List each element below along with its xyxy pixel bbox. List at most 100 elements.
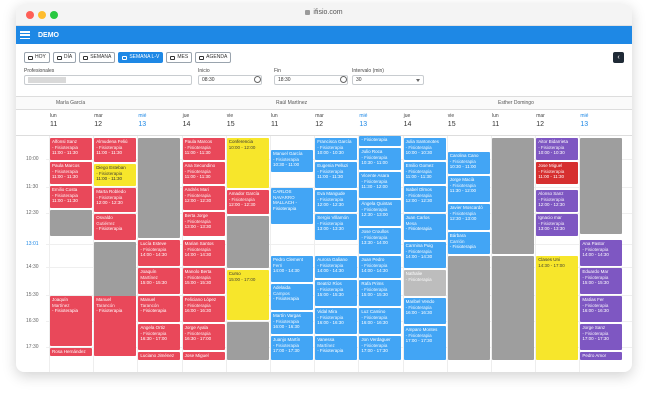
appointment-event[interactable]: Juanjo Martín - Fisioterapia 17:00 - 17:30 <box>271 336 313 360</box>
appointment-event[interactable]: Clases Uni 14:30 - 17:00 <box>536 256 579 360</box>
appointment-event[interactable]: Adelaida Campos - Fisioterapia <box>271 284 313 310</box>
appointment-event[interactable]: Ana Pastor - Fisioterapia 14:00 - 14:30 <box>580 240 623 266</box>
appointment-event[interactable]: Manuel Tarancón - Fisioterapia <box>94 296 137 356</box>
month-view-button[interactable]: MES <box>166 52 193 63</box>
previous-week-button[interactable]: ‹ <box>613 52 624 63</box>
appointment-event[interactable]: Jose Croullos - Fisioterapia 13:30 - 14:00 <box>359 228 402 254</box>
appointment-event[interactable]: Almudena Feliú - Fisioterapia 11:00 - 11:3… <box>94 138 137 162</box>
appointment-event[interactable]: Julio Roca - Fisioterapia 10:30 - 11:00 <box>359 148 402 170</box>
agenda-view-button[interactable]: AGENDA <box>195 52 232 63</box>
day-header[interactable]: jue 14 <box>404 113 448 128</box>
minimize-window-icon[interactable] <box>38 11 46 19</box>
appointment-event[interactable]: Conferencia 10:00 - 12:00 <box>226 138 269 188</box>
blocked-slot[interactable] <box>580 138 623 234</box>
day-column[interactable] <box>270 136 314 372</box>
close-window-icon[interactable] <box>26 11 34 19</box>
appointment-event[interactable]: Feliciano López - Fisioterapia 16:00 - 16:… <box>182 296 225 322</box>
appointment-event[interactable]: Paula Marcos - Fisioterapia 11:00 - 11:30 <box>182 138 225 160</box>
interval-select[interactable]: 30 <box>352 75 424 85</box>
day-header[interactable]: vie 15 <box>227 113 271 128</box>
appointment-event[interactable]: Joaquín Martínez - Fisioterapia <box>50 296 92 346</box>
day-header[interactable]: mié 13 <box>580 113 624 128</box>
appointment-event[interactable]: Ángela Quintas - Fisioterapia 12:30 - 13:0… <box>359 200 402 226</box>
appointment-event[interactable]: Carolina Cano - Fisioterapia 10:30 - 11:00 <box>447 152 490 174</box>
appointment-event[interactable]: Nathalie - Fisioterapia <box>403 270 446 296</box>
clock-icon[interactable] <box>254 76 261 83</box>
appointment-event[interactable]: - Fisioterapia <box>359 136 402 146</box>
appointment-event[interactable]: Isabel Olmos - Fisioterapia 12:00 - 12:30 <box>403 186 446 212</box>
day-column[interactable] <box>535 136 579 372</box>
appointment-event[interactable]: Martín Vargas - Fisioterapia 16:00 - 16:30 <box>271 312 313 334</box>
appointment-event[interactable]: Ignacio mar - Fisioterapia 13:00 - 13:30 <box>536 214 579 236</box>
appointment-event[interactable]: Sergio Villamón - Fisioterapia 13:00 - 13:… <box>315 214 358 240</box>
appointment-event[interactable]: Eva Mangude - Fisioterapia 12:00 - 12:30 <box>315 190 358 212</box>
day-view-button[interactable]: DÍA <box>52 52 77 63</box>
appointment-event[interactable]: Emilio Gomez - Fisioterapia 11:00 - 11:30 <box>403 162 446 184</box>
menu-icon[interactable] <box>20 31 30 39</box>
professionals-select[interactable] <box>24 75 192 85</box>
day-header[interactable]: mar 12 <box>315 113 359 128</box>
appointment-event[interactable]: Juan Carlos Mesa - Fisioterapia <box>403 214 446 240</box>
appointment-event[interactable]: Alonso Sanz - Fisioterapia 12:00 - 12:30 <box>536 190 579 212</box>
appointment-event[interactable]: Angela Ortiz - Fisioterapia 16:30 - 17:00 <box>138 324 181 350</box>
appointment-event[interactable]: Aurora Galiano - Fisioterapia 14:00 - 14:3… <box>315 256 358 278</box>
appointment-event[interactable]: Manuel García - Fisioterapia 10:30 - 11:00 <box>271 150 313 172</box>
appointment-event[interactable]: Joaquín Martínez 15:00 - 15:30 <box>138 268 181 294</box>
appointment-event[interactable]: Rosa Hernández <box>50 348 92 356</box>
appointment-event[interactable]: Jorge Macià - Fisioterapia 11:30 - 12:00 <box>447 176 490 202</box>
workweek-view-button[interactable]: SEMANA L-V <box>118 52 164 63</box>
appointment-event[interactable]: Vidal Mira - Fisioterapia 16:00 - 16:30 <box>315 308 358 334</box>
appointment-event[interactable]: Jorge Ayala - Fisioterapia 16:30 - 17:00 <box>182 324 225 350</box>
appointment-event[interactable]: Ana Secundino - Fisioterapia 11:00 - 11:30 <box>182 162 225 184</box>
appointment-event[interactable]: Amparo Montes - Fisioterapia 17:00 - 17:30 <box>403 326 446 360</box>
end-time-input[interactable]: 18:30 <box>274 75 348 85</box>
day-column[interactable] <box>314 136 358 372</box>
appointment-event[interactable]: Lucía Esteve - Fisioterapia 14:00 - 14:30 <box>138 240 181 266</box>
appointment-event[interactable]: Diego Esteban - Fisioterapia 11:00 - 11:30 <box>94 164 137 186</box>
day-column[interactable] <box>49 136 93 372</box>
appointment-event[interactable]: Bárbara Carrión - Fisioterapia <box>447 232 490 254</box>
appointment-event[interactable]: Manolo Berta - Fisioterapia 15:00 - 15:30 <box>182 268 225 294</box>
day-column[interactable] <box>402 136 447 372</box>
appointment-event[interactable]: Rafa Prims - Fisioterapia 15:00 - 15:30 <box>359 280 402 306</box>
day-column[interactable] <box>491 136 535 372</box>
blocked-slot[interactable] <box>50 210 92 236</box>
day-column[interactable] <box>446 136 491 372</box>
appointment-event[interactable]: Julia Santonotes - Fisioterapia 10:00 - 10… <box>403 138 446 160</box>
blocked-slot[interactable] <box>492 138 534 254</box>
appointment-event[interactable]: Vicente Asara - Fisioterapia 11:30 - 12:00 <box>359 172 402 198</box>
appointment-event[interactable]: Juan Pedro - Fisioterapia 14:00 - 14:30 <box>359 256 402 278</box>
appointment-event[interactable]: Marta Robledo - Fisioterapia 12:00 - 12:30 <box>94 188 137 212</box>
day-column[interactable] <box>358 136 402 372</box>
blocked-slot[interactable] <box>138 138 181 238</box>
maximize-window-icon[interactable] <box>50 11 58 19</box>
appointment-event[interactable]: Manuel Tarancón - Fisioterapia <box>138 296 181 322</box>
appointment-event[interactable]: Vanessa Martínez - Fisioterapia <box>315 336 358 360</box>
appointment-event[interactable]: Amador García - Fisioterapia 12:00 - 12:30 <box>226 190 269 214</box>
appointment-event[interactable]: Jon Verdaguer - Fisioterapia 17:00 - 17:30 <box>359 336 402 360</box>
start-time-input[interactable]: 08:30 <box>198 75 262 85</box>
appointment-event[interactable]: Eugenia Pelluzi - Fisioterapia 11:00 - 11:… <box>315 162 358 188</box>
blocked-slot[interactable] <box>492 256 534 360</box>
appointment-event[interactable]: Beatriz Ríos - Fisioterapia 15:00 - 15:30 <box>315 280 358 306</box>
appointment-event[interactable]: Andrés Mari - Fisioterapia 12:00 - 12:30 <box>182 186 225 210</box>
appointment-event[interactable]: CARLOS NAVARRO MALLACH - Fisioterapia <box>271 188 313 224</box>
day-header[interactable]: mar 12 <box>94 113 138 128</box>
address-bar[interactable]: ifisio.com <box>16 9 632 16</box>
clock-icon[interactable] <box>340 76 347 83</box>
day-header[interactable]: jue 14 <box>183 113 227 128</box>
appointment-event[interactable]: Berta Jorge - Fisioterapia 13:00 - 13:30 <box>182 212 225 236</box>
day-header[interactable]: lun 11 <box>492 113 536 128</box>
day-header[interactable]: mié 13 <box>359 113 403 128</box>
appointment-event[interactable]: Eduardo Mar - Fisioterapia 15:00 - 15:30 <box>580 268 623 294</box>
day-column[interactable] <box>181 136 226 372</box>
appointment-event[interactable]: Jose Miguel <box>182 352 225 360</box>
appointment-event[interactable]: Carmina Puig - Fisioterapia 14:00 - 14:30 <box>403 242 446 268</box>
appointment-event[interactable]: Jorge Sanz - Fisioterapia 17:00 - 17:30 <box>580 324 623 350</box>
today-button[interactable]: HOY <box>24 52 50 63</box>
blocked-slot[interactable] <box>447 256 490 360</box>
appointment-event[interactable]: Jose Miguel - Fisioterapia 11:00 - 11:30 <box>536 162 579 184</box>
appointment-event[interactable]: Marian Santos - Fisioterapia 14:00 - 14:30 <box>182 240 225 266</box>
day-column[interactable] <box>137 136 181 372</box>
appointment-event[interactable]: Alfonsi Sanz - Fisioterapia 11:00 - 11:30 <box>50 138 92 160</box>
